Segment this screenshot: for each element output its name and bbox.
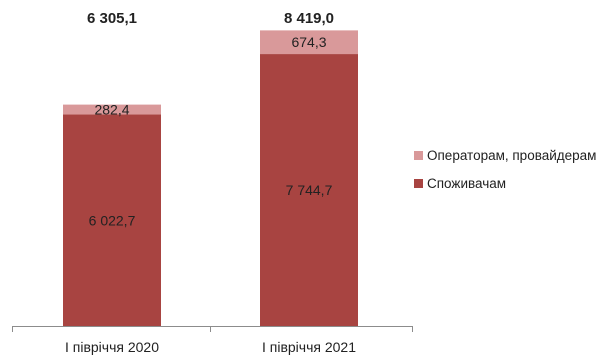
legend-swatch bbox=[414, 179, 423, 188]
segment-value-label: 7 744,7 bbox=[286, 182, 333, 198]
category-label: I півріччя 2020 bbox=[65, 339, 159, 355]
total-value-label: 6 305,1 bbox=[87, 10, 137, 27]
bars-group bbox=[63, 30, 358, 326]
legend-label: Операторам, провайдерам bbox=[427, 148, 596, 163]
segment-value-label: 674,3 bbox=[291, 34, 326, 50]
bar-segment-consumers-1 bbox=[63, 114, 161, 326]
segment-value-label: 6 022,7 bbox=[89, 212, 136, 228]
segment-labels-group: 6 022,7 282,4 7 744,7 674,3 bbox=[89, 34, 333, 228]
bar-segment-operators-1 bbox=[63, 104, 161, 115]
legend: Операторам, провайдерам Споживачам bbox=[414, 148, 596, 191]
legend-label: Споживачам bbox=[427, 176, 506, 191]
x-axis-ticks-group bbox=[12, 326, 413, 332]
bar-segment-operators-2 bbox=[260, 30, 358, 55]
category-label: I півріччя 2021 bbox=[262, 339, 356, 355]
total-labels-group: 6 305,1 8 419,0 bbox=[87, 10, 334, 27]
segment-value-label: 282,4 bbox=[94, 102, 129, 118]
total-value-label: 8 419,0 bbox=[284, 10, 334, 27]
legend-swatch bbox=[414, 151, 423, 160]
bar-segment-consumers-2 bbox=[260, 54, 358, 326]
category-labels-group: I півріччя 2020 I півріччя 2021 bbox=[65, 339, 356, 355]
